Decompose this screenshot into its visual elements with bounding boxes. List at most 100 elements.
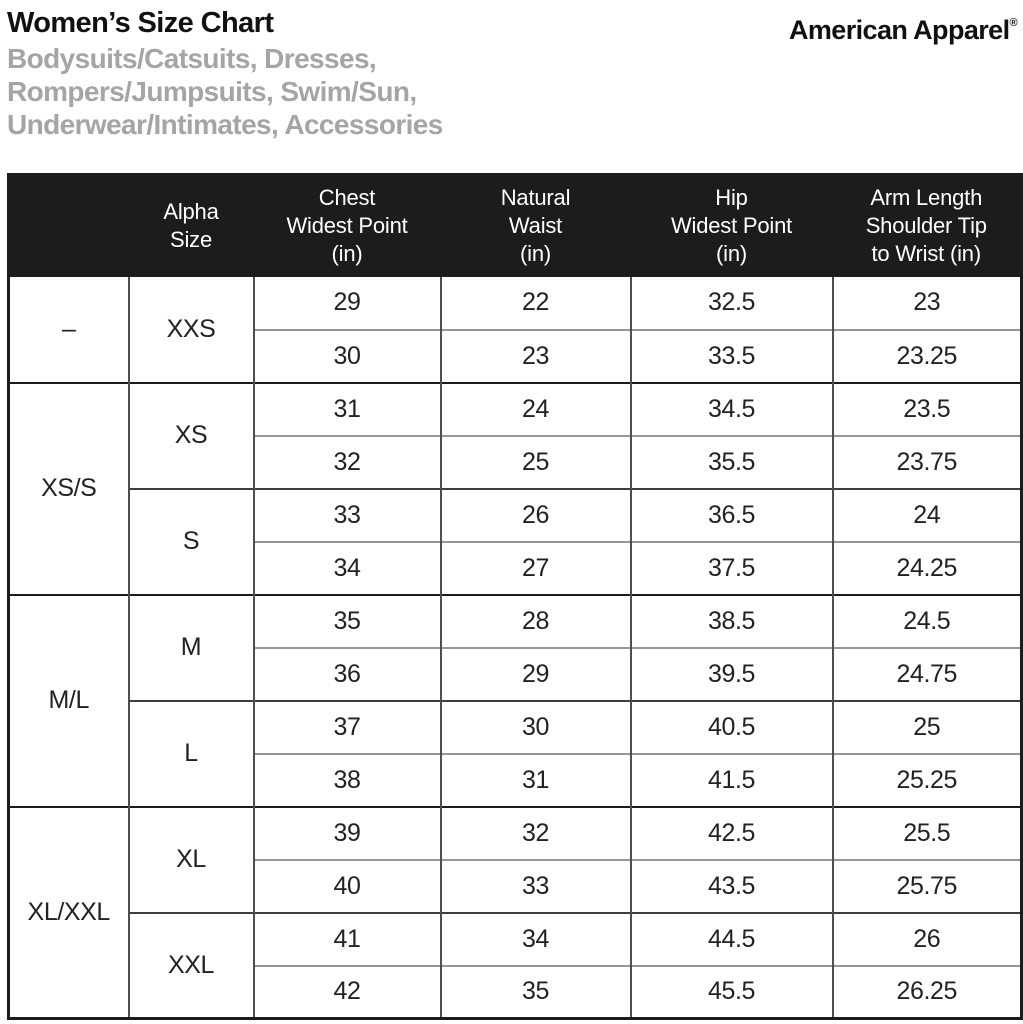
value-cell: 24 xyxy=(831,487,1022,542)
value-cell: 37.5 xyxy=(629,540,833,595)
alpha-size-cell: L xyxy=(127,699,254,807)
table-row: 34 27 37.5 24.25 xyxy=(9,540,1022,595)
value-cell: 34 xyxy=(439,911,631,966)
value-cell: 44.5 xyxy=(629,911,833,966)
table-header: Alpha Size Chest Widest Point (in) Natur… xyxy=(8,174,1022,277)
value-cell: 25.75 xyxy=(831,858,1022,913)
group-label-cell: – xyxy=(7,276,129,383)
table-body: – XXS 29 22 32.5 23 30 23 33.5 23.25 XS/… xyxy=(7,276,1022,1019)
table-row: 42 35 45.5 26.25 xyxy=(9,964,1022,1019)
value-cell: 31 xyxy=(439,752,631,807)
value-cell: 35 xyxy=(252,593,441,648)
value-cell: 41.5 xyxy=(629,752,833,807)
alpha-size-cell: XS xyxy=(127,381,254,489)
value-cell: 23 xyxy=(831,276,1022,330)
value-cell: 37 xyxy=(252,699,441,754)
value-cell: 40.5 xyxy=(629,699,833,754)
subtitle-line: Bodysuits/Catsuits, Dresses, xyxy=(7,43,377,74)
value-cell: 38 xyxy=(252,752,441,807)
value-cell: 42 xyxy=(252,964,441,1019)
table-row: XS/S XS 31 24 34.5 23.5 xyxy=(7,381,1022,595)
value-cell: 35 xyxy=(439,964,631,1019)
value-cell: 43.5 xyxy=(629,858,833,913)
value-cell: 26 xyxy=(439,487,631,542)
value-cell: 24.5 xyxy=(831,593,1022,648)
masthead: Women’s Size Chart Bodysuits/Catsuits, D… xyxy=(7,6,1018,141)
table-row: 30 23 33.5 23.25 xyxy=(9,328,1022,383)
value-cell: 32 xyxy=(439,805,631,860)
table-row: L 37 30 40.5 25 xyxy=(9,699,1022,807)
value-cell: 32 xyxy=(252,434,441,489)
group-label-cell: M/L xyxy=(7,593,129,807)
value-cell: 27 xyxy=(439,540,631,595)
value-cell: 33 xyxy=(439,858,631,913)
value-cell: 23.5 xyxy=(831,381,1022,436)
alpha-size-cell: S xyxy=(127,487,254,595)
value-cell: 34 xyxy=(252,540,441,595)
alpha-size-cell: XL xyxy=(127,805,254,913)
table-row: 40 33 43.5 25.75 xyxy=(9,858,1022,913)
value-cell: 32.5 xyxy=(629,276,833,330)
alpha-size-cell: XXL xyxy=(127,911,254,1019)
value-cell: 23.25 xyxy=(831,328,1022,383)
value-cell: 40 xyxy=(252,858,441,913)
value-cell: 41 xyxy=(252,911,441,966)
alpha-size-cell: XXS xyxy=(127,276,254,383)
column-header-alpha-size: Alpha Size xyxy=(163,199,219,253)
brand-name: American Apparel xyxy=(789,15,1010,45)
value-cell: 30 xyxy=(439,699,631,754)
value-cell: 22 xyxy=(439,276,631,330)
column-header-waist: Natural Waist (in) xyxy=(500,185,571,267)
value-cell: 28 xyxy=(439,593,631,648)
registered-trademark-icon: ® xyxy=(1009,17,1017,29)
value-cell: 24.25 xyxy=(831,540,1022,595)
table-row: M/L M 35 28 38.5 24.5 xyxy=(7,593,1022,807)
column-header-hip: Hip Widest Point (in) xyxy=(670,185,793,267)
value-cell: 34.5 xyxy=(629,381,833,436)
value-cell: 24.75 xyxy=(831,646,1022,701)
table-row: 38 31 41.5 25.25 xyxy=(9,752,1022,807)
group-label-cell: XL/XXL xyxy=(7,805,129,1019)
value-cell: 26 xyxy=(831,911,1022,966)
table-row: – XXS 29 22 32.5 23 xyxy=(7,276,1022,383)
value-cell: 23 xyxy=(439,328,631,383)
value-cell: 26.25 xyxy=(831,964,1022,1019)
subtitle-line: Rompers/Jumpsuits, Swim/Sun, xyxy=(7,76,417,107)
table-row: 32 25 35.5 23.75 xyxy=(9,434,1022,489)
value-cell: 33 xyxy=(252,487,441,542)
brand-logo: American Apparel® xyxy=(789,6,1018,47)
table-row: XL/XXL XL 39 32 42.5 25.5 xyxy=(7,805,1022,1019)
value-cell: 38.5 xyxy=(629,593,833,648)
value-cell: 45.5 xyxy=(629,964,833,1019)
value-cell: 25.25 xyxy=(831,752,1022,807)
value-cell: 33.5 xyxy=(629,328,833,383)
subtitle: Bodysuits/Catsuits, Dresses, Rompers/Jum… xyxy=(7,42,1017,141)
value-cell: 29 xyxy=(439,646,631,701)
group-label-cell: XS/S xyxy=(7,381,129,595)
value-cell: 24 xyxy=(439,381,631,436)
alpha-size-cell: M xyxy=(127,593,254,701)
value-cell: 25 xyxy=(439,434,631,489)
value-cell: 25 xyxy=(831,699,1022,754)
size-table: Alpha Size Chest Widest Point (in) Natur… xyxy=(7,173,1023,1020)
value-cell: 29 xyxy=(252,276,441,330)
value-cell: 36 xyxy=(252,646,441,701)
value-cell: 42.5 xyxy=(629,805,833,860)
table-row: XXL 41 34 44.5 26 xyxy=(9,911,1022,1019)
value-cell: 31 xyxy=(252,381,441,436)
value-cell: 35.5 xyxy=(629,434,833,489)
value-cell: 39.5 xyxy=(629,646,833,701)
value-cell: 39 xyxy=(252,805,441,860)
value-cell: 36.5 xyxy=(629,487,833,542)
header-row: Alpha Size Chest Widest Point (in) Natur… xyxy=(8,174,1022,277)
value-cell: 25.5 xyxy=(831,805,1022,860)
column-header-blank xyxy=(9,175,129,277)
table-row: 36 29 39.5 24.75 xyxy=(9,646,1022,701)
value-cell: 23.75 xyxy=(831,434,1022,489)
subtitle-line: Underwear/Intimates, Accessories xyxy=(7,109,443,140)
page-title: Women’s Size Chart xyxy=(7,7,274,39)
table-row: S 33 26 36.5 24 xyxy=(9,487,1022,595)
column-header-arm-length: Arm Length Shoulder Tip to Wrist (in) xyxy=(865,185,987,267)
column-header-chest: Chest Widest Point (in) xyxy=(286,185,408,267)
